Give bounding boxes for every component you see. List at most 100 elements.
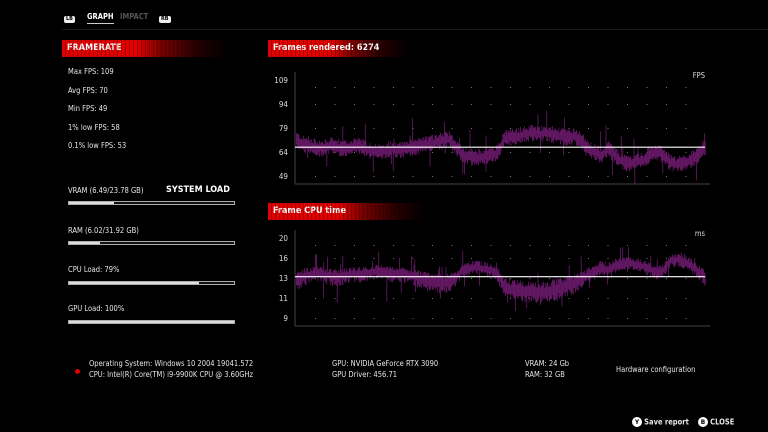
grid-dot: [666, 104, 667, 105]
data-bar: [367, 146, 368, 154]
data-bar: [298, 272, 300, 285]
grid-dot: [627, 318, 628, 319]
data-bar: [608, 141, 609, 155]
data-bar: [521, 284, 523, 302]
data-bar: [623, 156, 624, 166]
save-report-button[interactable]: Y Save report: [632, 417, 689, 427]
data-bar: [618, 153, 620, 165]
data-bar: [454, 272, 456, 284]
grid-dot: [393, 87, 394, 88]
data-bar: [628, 257, 630, 269]
data-bar: [572, 279, 574, 295]
data-bar: [695, 263, 696, 272]
data-bar: [539, 126, 540, 139]
data-bar: [418, 270, 420, 285]
data-bar: [488, 149, 490, 162]
data-bar: [602, 262, 604, 275]
data-bar: [678, 157, 680, 169]
system-load-title: SYSTEM LOAD: [166, 185, 230, 195]
grid-dot: [666, 87, 667, 88]
data-bar: [376, 265, 378, 279]
tab-graph[interactable]: GRAPH: [87, 12, 114, 24]
data-bar: [361, 144, 363, 155]
data-bar: [440, 277, 442, 290]
data-bar: [547, 128, 548, 141]
grid-dot: [685, 152, 687, 153]
data-bar: [680, 252, 682, 267]
data-bar: [479, 261, 480, 286]
data-bar: [646, 264, 648, 271]
grid-dot: [510, 128, 511, 129]
data-bar: [340, 141, 342, 157]
data-bar: [637, 258, 639, 271]
data-bar: [504, 134, 506, 144]
data-bar: [608, 143, 610, 156]
data-bar: [324, 143, 325, 154]
data-bar: [370, 146, 372, 158]
data-bar: [524, 129, 526, 138]
data-bar: [328, 272, 329, 279]
y-tick-label: 13: [279, 274, 288, 283]
data-bar: [421, 271, 423, 284]
grid-dot: [666, 128, 667, 129]
rb-button[interactable]: RB: [159, 13, 171, 23]
grid-dot: [490, 278, 492, 279]
data-bar: [572, 133, 573, 143]
grid-dot: [373, 245, 375, 246]
grid-dot: [510, 176, 511, 177]
data-bar: [676, 257, 677, 263]
data-bar: [566, 278, 568, 292]
data-bar: [388, 269, 389, 280]
data-bar: [680, 157, 682, 170]
ram-label: RAM (6.02/31.92 GB): [68, 226, 139, 235]
data-bar: [648, 262, 649, 274]
data-bar: [449, 134, 451, 147]
data-bar: [383, 145, 384, 155]
data-bar: [519, 282, 520, 297]
grid-dot: [549, 87, 550, 88]
grid-dot: [627, 176, 628, 177]
data-bar: [704, 273, 706, 286]
data-bar: [456, 142, 458, 157]
data-bar: [658, 145, 660, 158]
data-bar: [409, 135, 411, 156]
data-bar: [496, 145, 497, 160]
data-bar: [669, 153, 671, 171]
grid-dot: [412, 128, 414, 129]
data-bar: [656, 267, 657, 280]
data-bar: [543, 281, 544, 300]
data-bar: [499, 273, 500, 287]
data-bar: [560, 128, 562, 140]
data-bar: [632, 259, 634, 271]
data-bar: [636, 261, 638, 269]
data-bar: [447, 273, 448, 287]
lb-button[interactable]: LB: [64, 13, 75, 23]
data-bar: [628, 247, 629, 270]
data-bar: [400, 268, 401, 282]
data-bar: [436, 274, 438, 293]
data-bar: [474, 264, 476, 270]
data-bar: [697, 267, 699, 277]
data-bar: [534, 286, 536, 299]
data-bar: [431, 274, 432, 287]
data-bar: [684, 156, 686, 166]
tab-impact[interactable]: IMPACT: [120, 12, 149, 21]
data-bar: [701, 145, 703, 156]
data-bar: [320, 268, 322, 281]
grid-dot: [451, 128, 453, 129]
grid-dot: [334, 128, 336, 129]
data-bar: [372, 147, 373, 155]
grid-dot: [510, 258, 511, 259]
data-bar: [693, 151, 695, 162]
data-bar: [670, 158, 672, 168]
data-bar: [512, 280, 513, 295]
data-bar: [377, 266, 379, 277]
data-bar: [512, 131, 514, 143]
grid-dot: [646, 87, 648, 88]
data-bar: [337, 144, 339, 153]
data-bar: [688, 154, 690, 165]
data-bar: [600, 131, 601, 160]
data-bar: [491, 148, 492, 161]
data-bar: [318, 269, 320, 277]
close-button[interactable]: B CLOSE: [698, 417, 734, 427]
